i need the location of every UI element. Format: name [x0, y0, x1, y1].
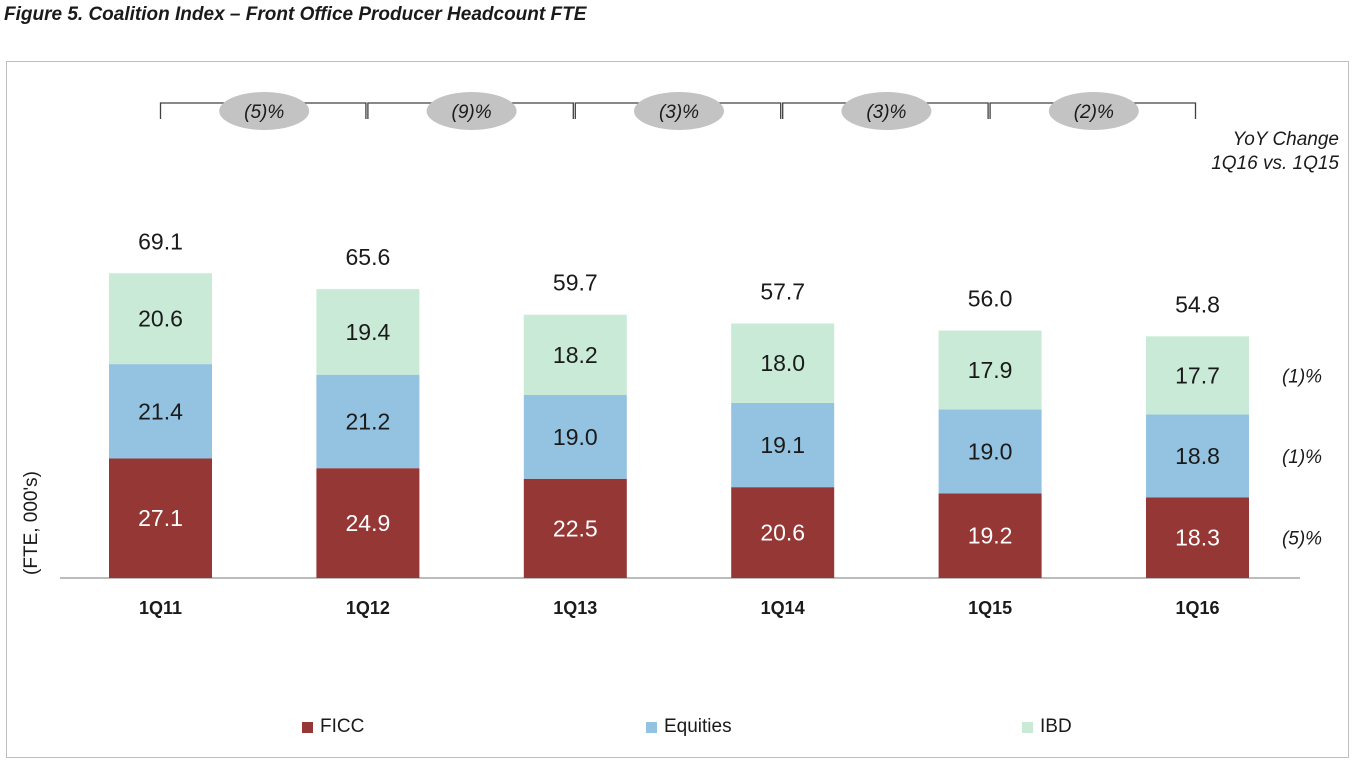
bar-ficc-1q11	[109, 458, 212, 578]
data-label-equities-1q13: 19.0	[553, 424, 598, 450]
legend-item-ibd: IBD	[1022, 716, 1072, 738]
data-label-ibd-1q14: 18.0	[760, 350, 805, 376]
total-label-1q16: 54.8	[1175, 291, 1220, 317]
data-label-ficc-1q13: 22.5	[553, 515, 598, 541]
yoy-header-line2: 1Q16 vs. 1Q15	[1211, 153, 1339, 174]
legend-label-ficc: FICC	[320, 716, 365, 737]
y-axis-label: (FTE, 000's)	[21, 471, 42, 575]
bar-ficc-1q15	[938, 493, 1042, 578]
data-label-ibd-1q11: 20.6	[138, 306, 183, 332]
x-tick-label-1q14: 1Q14	[761, 598, 805, 618]
figure-title: Figure 5. Coalition Index – Front Office…	[4, 4, 587, 25]
change-badge-label-5: (2)%	[1074, 102, 1114, 123]
change-badge-1	[219, 92, 310, 130]
legend-label-ibd: IBD	[1040, 716, 1072, 737]
change-badge-2	[426, 92, 517, 130]
change-badge-3	[634, 92, 724, 130]
change-badge-5	[1048, 92, 1139, 130]
yoy-change-header: YoY Change 1Q16 vs. 1Q15	[1211, 128, 1339, 176]
legend-swatch-equities	[646, 721, 657, 733]
bar-ibd-1q13	[523, 314, 627, 395]
legend-label-equities: Equities	[664, 716, 732, 737]
bar-equities-1q15	[938, 409, 1042, 494]
bar-equities-1q13	[523, 394, 627, 479]
total-label-1q14: 57.7	[760, 279, 805, 305]
data-label-equities-1q11: 21.4	[138, 398, 183, 424]
total-label-1q13: 59.7	[553, 270, 598, 296]
data-label-equities-1q16: 18.8	[1175, 443, 1220, 469]
x-tick-label-1q11: 1Q11	[139, 598, 182, 618]
total-label-1q12: 65.6	[346, 244, 391, 270]
bar-equities-1q14	[731, 402, 835, 488]
change-badge-label-3: (3)%	[659, 102, 699, 123]
total-label-1q15: 56.0	[968, 286, 1013, 312]
data-label-equities-1q14: 19.1	[760, 432, 805, 458]
data-label-ficc-1q15: 19.2	[968, 523, 1013, 549]
legend-item-ficc: FICC	[302, 716, 364, 738]
change-badge-label-2: (9)%	[452, 102, 492, 123]
change-badge-label-4: (3)%	[866, 102, 906, 123]
bar-ficc-1q13	[523, 478, 627, 578]
bar-ficc-1q12	[316, 468, 420, 578]
total-label-1q11: 69.1	[138, 228, 183, 254]
bar-ficc-1q16	[1146, 497, 1249, 578]
data-label-ibd-1q13: 18.2	[553, 342, 598, 368]
data-label-ibd-1q15: 17.9	[968, 357, 1013, 383]
bar-ficc-1q14	[731, 487, 835, 578]
bar-ibd-1q12	[316, 289, 420, 375]
x-tick-label-1q15: 1Q15	[968, 598, 1012, 618]
data-label-ficc-1q16: 18.3	[1175, 525, 1220, 551]
yoy-change-label-ibd: (1)%	[1282, 366, 1322, 387]
yoy-header-line1: YoY Change	[1232, 129, 1339, 150]
legend-swatch-ibd	[1022, 721, 1033, 733]
bar-ibd-1q16	[1146, 336, 1249, 415]
data-label-ficc-1q14: 20.6	[760, 520, 805, 546]
yoy-change-label-ficc: (5)%	[1282, 529, 1322, 550]
x-tick-label-1q12: 1Q12	[346, 598, 390, 618]
bar-equities-1q12	[316, 374, 420, 469]
bar-equities-1q11	[109, 364, 212, 459]
change-badge-4	[841, 92, 932, 130]
chart-frame	[6, 61, 1349, 758]
bar-ibd-1q11	[109, 273, 212, 365]
data-label-ibd-1q16: 17.7	[1175, 362, 1220, 388]
bar-ibd-1q14	[731, 323, 835, 403]
data-label-equities-1q12: 21.2	[346, 408, 391, 434]
change-badge-label-1: (5)%	[244, 102, 284, 123]
legend-item-equities: Equities	[646, 716, 732, 738]
legend-swatch-ficc	[302, 721, 313, 733]
x-tick-label-1q13: 1Q13	[553, 598, 597, 618]
data-label-ficc-1q12: 24.9	[346, 510, 391, 536]
data-label-ficc-1q11: 27.1	[138, 505, 183, 531]
data-label-ibd-1q12: 19.4	[346, 319, 391, 345]
x-tick-label-1q16: 1Q16	[1175, 598, 1219, 618]
data-label-equities-1q15: 19.0	[968, 438, 1013, 464]
bar-equities-1q16	[1146, 414, 1249, 498]
bar-ibd-1q15	[938, 330, 1042, 410]
yoy-change-label-equities: (1)%	[1282, 447, 1322, 468]
